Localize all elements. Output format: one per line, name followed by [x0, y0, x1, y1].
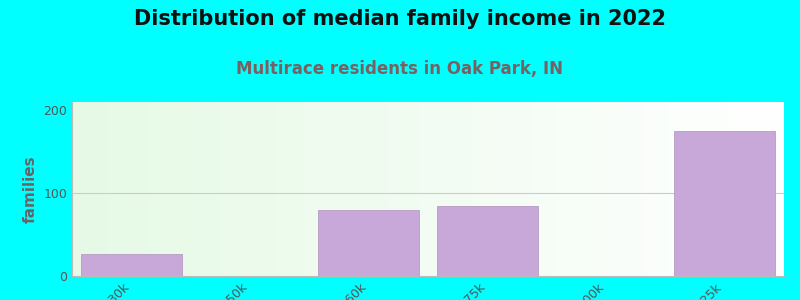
Bar [318, 210, 419, 276]
Bar [674, 131, 775, 276]
Bar [437, 206, 538, 276]
Text: Distribution of median family income in 2022: Distribution of median family income in … [134, 9, 666, 29]
Bar [81, 254, 182, 276]
Y-axis label: families: families [22, 155, 38, 223]
Text: Multirace residents in Oak Park, IN: Multirace residents in Oak Park, IN [237, 60, 563, 78]
